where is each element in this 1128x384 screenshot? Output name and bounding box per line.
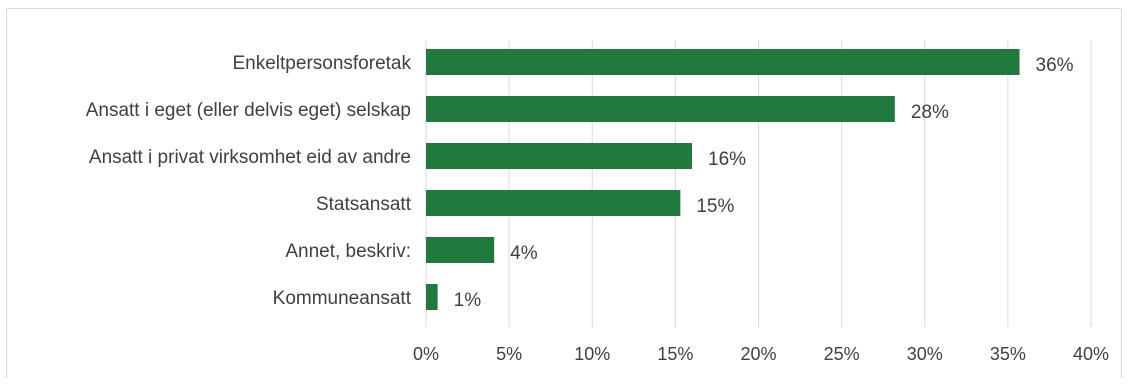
category-label: Statsansatt (316, 194, 412, 215)
x-tick-label: 30% (907, 344, 943, 364)
bars (426, 49, 1020, 310)
data-label: 28% (911, 102, 949, 123)
x-tick-label: 5% (496, 344, 522, 364)
data-label: 1% (454, 290, 482, 311)
data-label: 4% (510, 243, 538, 264)
bar (426, 284, 438, 310)
bar (426, 143, 692, 169)
category-label: Enkeltpersonsforetak (233, 53, 412, 74)
bar (426, 237, 495, 263)
category-label: Ansatt i eget (eller delvis eget) selska… (86, 100, 411, 121)
data-label: 16% (708, 149, 746, 170)
x-tick-label: 40% (1073, 344, 1109, 364)
chart-container: Enkeltpersonsforetak Ansatt i eget (eller… (6, 8, 1122, 378)
category-label: Ansatt i privat virksomhet eid av andre (89, 147, 411, 168)
data-label: 15% (696, 196, 734, 217)
x-tick-label: 20% (740, 344, 776, 364)
category-labels: Enkeltpersonsforetak Ansatt i eget (eller… (86, 53, 412, 309)
x-tick-label: 0% (413, 344, 439, 364)
data-label: 36% (1036, 55, 1074, 76)
category-label: Kommuneansatt (273, 288, 412, 309)
bar (426, 96, 895, 122)
x-tick-label: 15% (657, 344, 693, 364)
x-axis-tick-labels: 0% 5% 10% 15% 20% 25% 30% 35% 40% (413, 344, 1109, 364)
data-labels: 36% 28% 16% 15% 4% 1% (454, 55, 1074, 311)
x-tick-label: 10% (574, 344, 610, 364)
x-tick-label: 35% (990, 344, 1026, 364)
x-tick-label: 25% (824, 344, 860, 364)
bar (426, 49, 1020, 75)
bar (426, 190, 681, 216)
gridlines (425, 40, 1092, 327)
category-label: Annet, beskriv: (285, 241, 411, 262)
bar-chart: Enkeltpersonsforetak Ansatt i eget (eller… (86, 40, 1109, 364)
